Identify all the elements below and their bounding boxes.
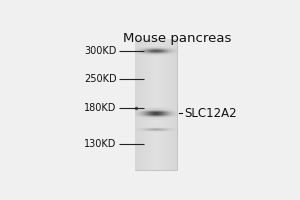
Bar (152, 39, 153, 170)
Text: 250KD: 250KD (84, 74, 116, 84)
Bar (170, 39, 171, 170)
Bar (160, 39, 162, 170)
Bar (143, 39, 145, 170)
Bar (163, 39, 164, 170)
Bar (176, 39, 177, 170)
Bar (135, 39, 177, 170)
Text: Mouse pancreas: Mouse pancreas (123, 32, 231, 45)
Bar (164, 39, 166, 170)
Bar (135, 39, 136, 170)
Text: 300KD: 300KD (84, 46, 116, 56)
Bar (156, 39, 158, 170)
Bar (141, 39, 142, 170)
Bar (148, 39, 149, 170)
Bar (169, 39, 170, 170)
Bar (171, 39, 173, 170)
Text: 180KD: 180KD (84, 103, 116, 113)
Bar (136, 39, 138, 170)
Bar (174, 39, 175, 170)
Bar (151, 39, 152, 170)
Bar (139, 39, 141, 170)
Bar (162, 39, 163, 170)
Bar (142, 39, 143, 170)
Bar (146, 39, 148, 170)
Bar (166, 39, 167, 170)
Bar (138, 39, 139, 170)
Bar (159, 39, 160, 170)
Bar (158, 39, 159, 170)
Text: 130KD: 130KD (84, 139, 116, 149)
Bar (153, 39, 155, 170)
Bar (149, 39, 151, 170)
Text: SLC12A2: SLC12A2 (184, 107, 237, 120)
Bar (155, 39, 156, 170)
Bar (145, 39, 146, 170)
Bar (167, 39, 169, 170)
Bar (173, 39, 174, 170)
